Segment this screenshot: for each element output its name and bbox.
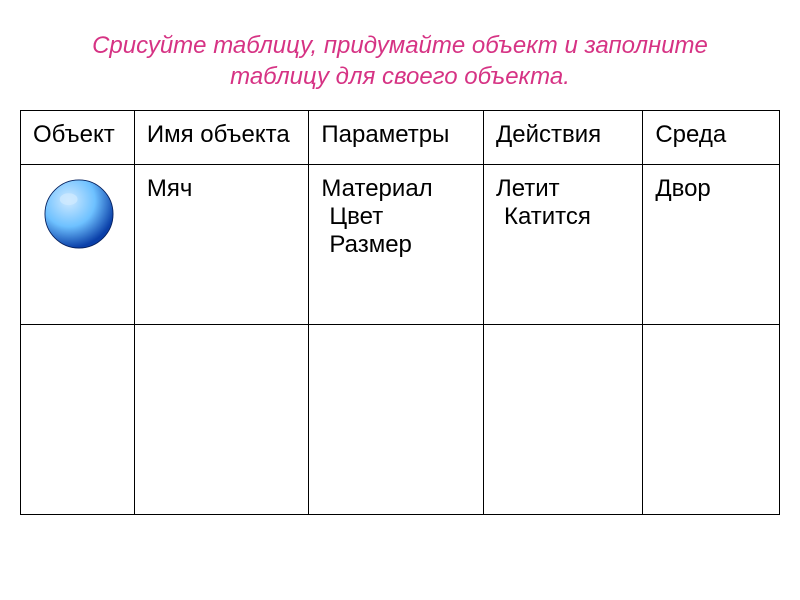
table-header-row: Объект Имя объекта Параметры Действия Ср… bbox=[21, 111, 780, 165]
cell-actions: Летит Катится bbox=[483, 165, 642, 325]
col-header-object: Объект bbox=[21, 111, 135, 165]
table-row bbox=[21, 325, 780, 515]
cell-actions bbox=[483, 325, 642, 515]
cell-object bbox=[21, 165, 135, 325]
param-item: Размер bbox=[321, 231, 475, 259]
cell-env: Двор bbox=[643, 165, 780, 325]
cell-name: Мяч bbox=[134, 165, 309, 325]
cell-name bbox=[134, 325, 309, 515]
object-name: Мяч bbox=[147, 175, 193, 202]
action-item: Летит bbox=[496, 175, 634, 203]
cell-params: Материал Цвет Размер bbox=[309, 165, 484, 325]
col-header-env: Среда bbox=[643, 111, 780, 165]
object-table: Объект Имя объекта Параметры Действия Ср… bbox=[20, 110, 780, 515]
cell-params bbox=[309, 325, 484, 515]
col-header-params: Параметры bbox=[309, 111, 484, 165]
action-item: Катится bbox=[496, 203, 634, 231]
page-title: Срисуйте таблицу, придумайте объект и за… bbox=[20, 30, 780, 92]
col-header-actions: Действия bbox=[483, 111, 642, 165]
title-line-1: Срисуйте таблицу, придумайте объект и за… bbox=[92, 32, 708, 59]
cell-env bbox=[643, 325, 780, 515]
ball-icon bbox=[42, 177, 116, 251]
param-item: Материал bbox=[321, 175, 475, 203]
title-line-2: таблицу для своего объекта. bbox=[230, 63, 570, 90]
env-value: Двор bbox=[655, 175, 710, 202]
table-row: Мяч Материал Цвет Размер Летит Катится Д… bbox=[21, 165, 780, 325]
param-item: Цвет bbox=[321, 203, 475, 231]
col-header-name: Имя объекта bbox=[134, 111, 309, 165]
cell-object bbox=[21, 325, 135, 515]
